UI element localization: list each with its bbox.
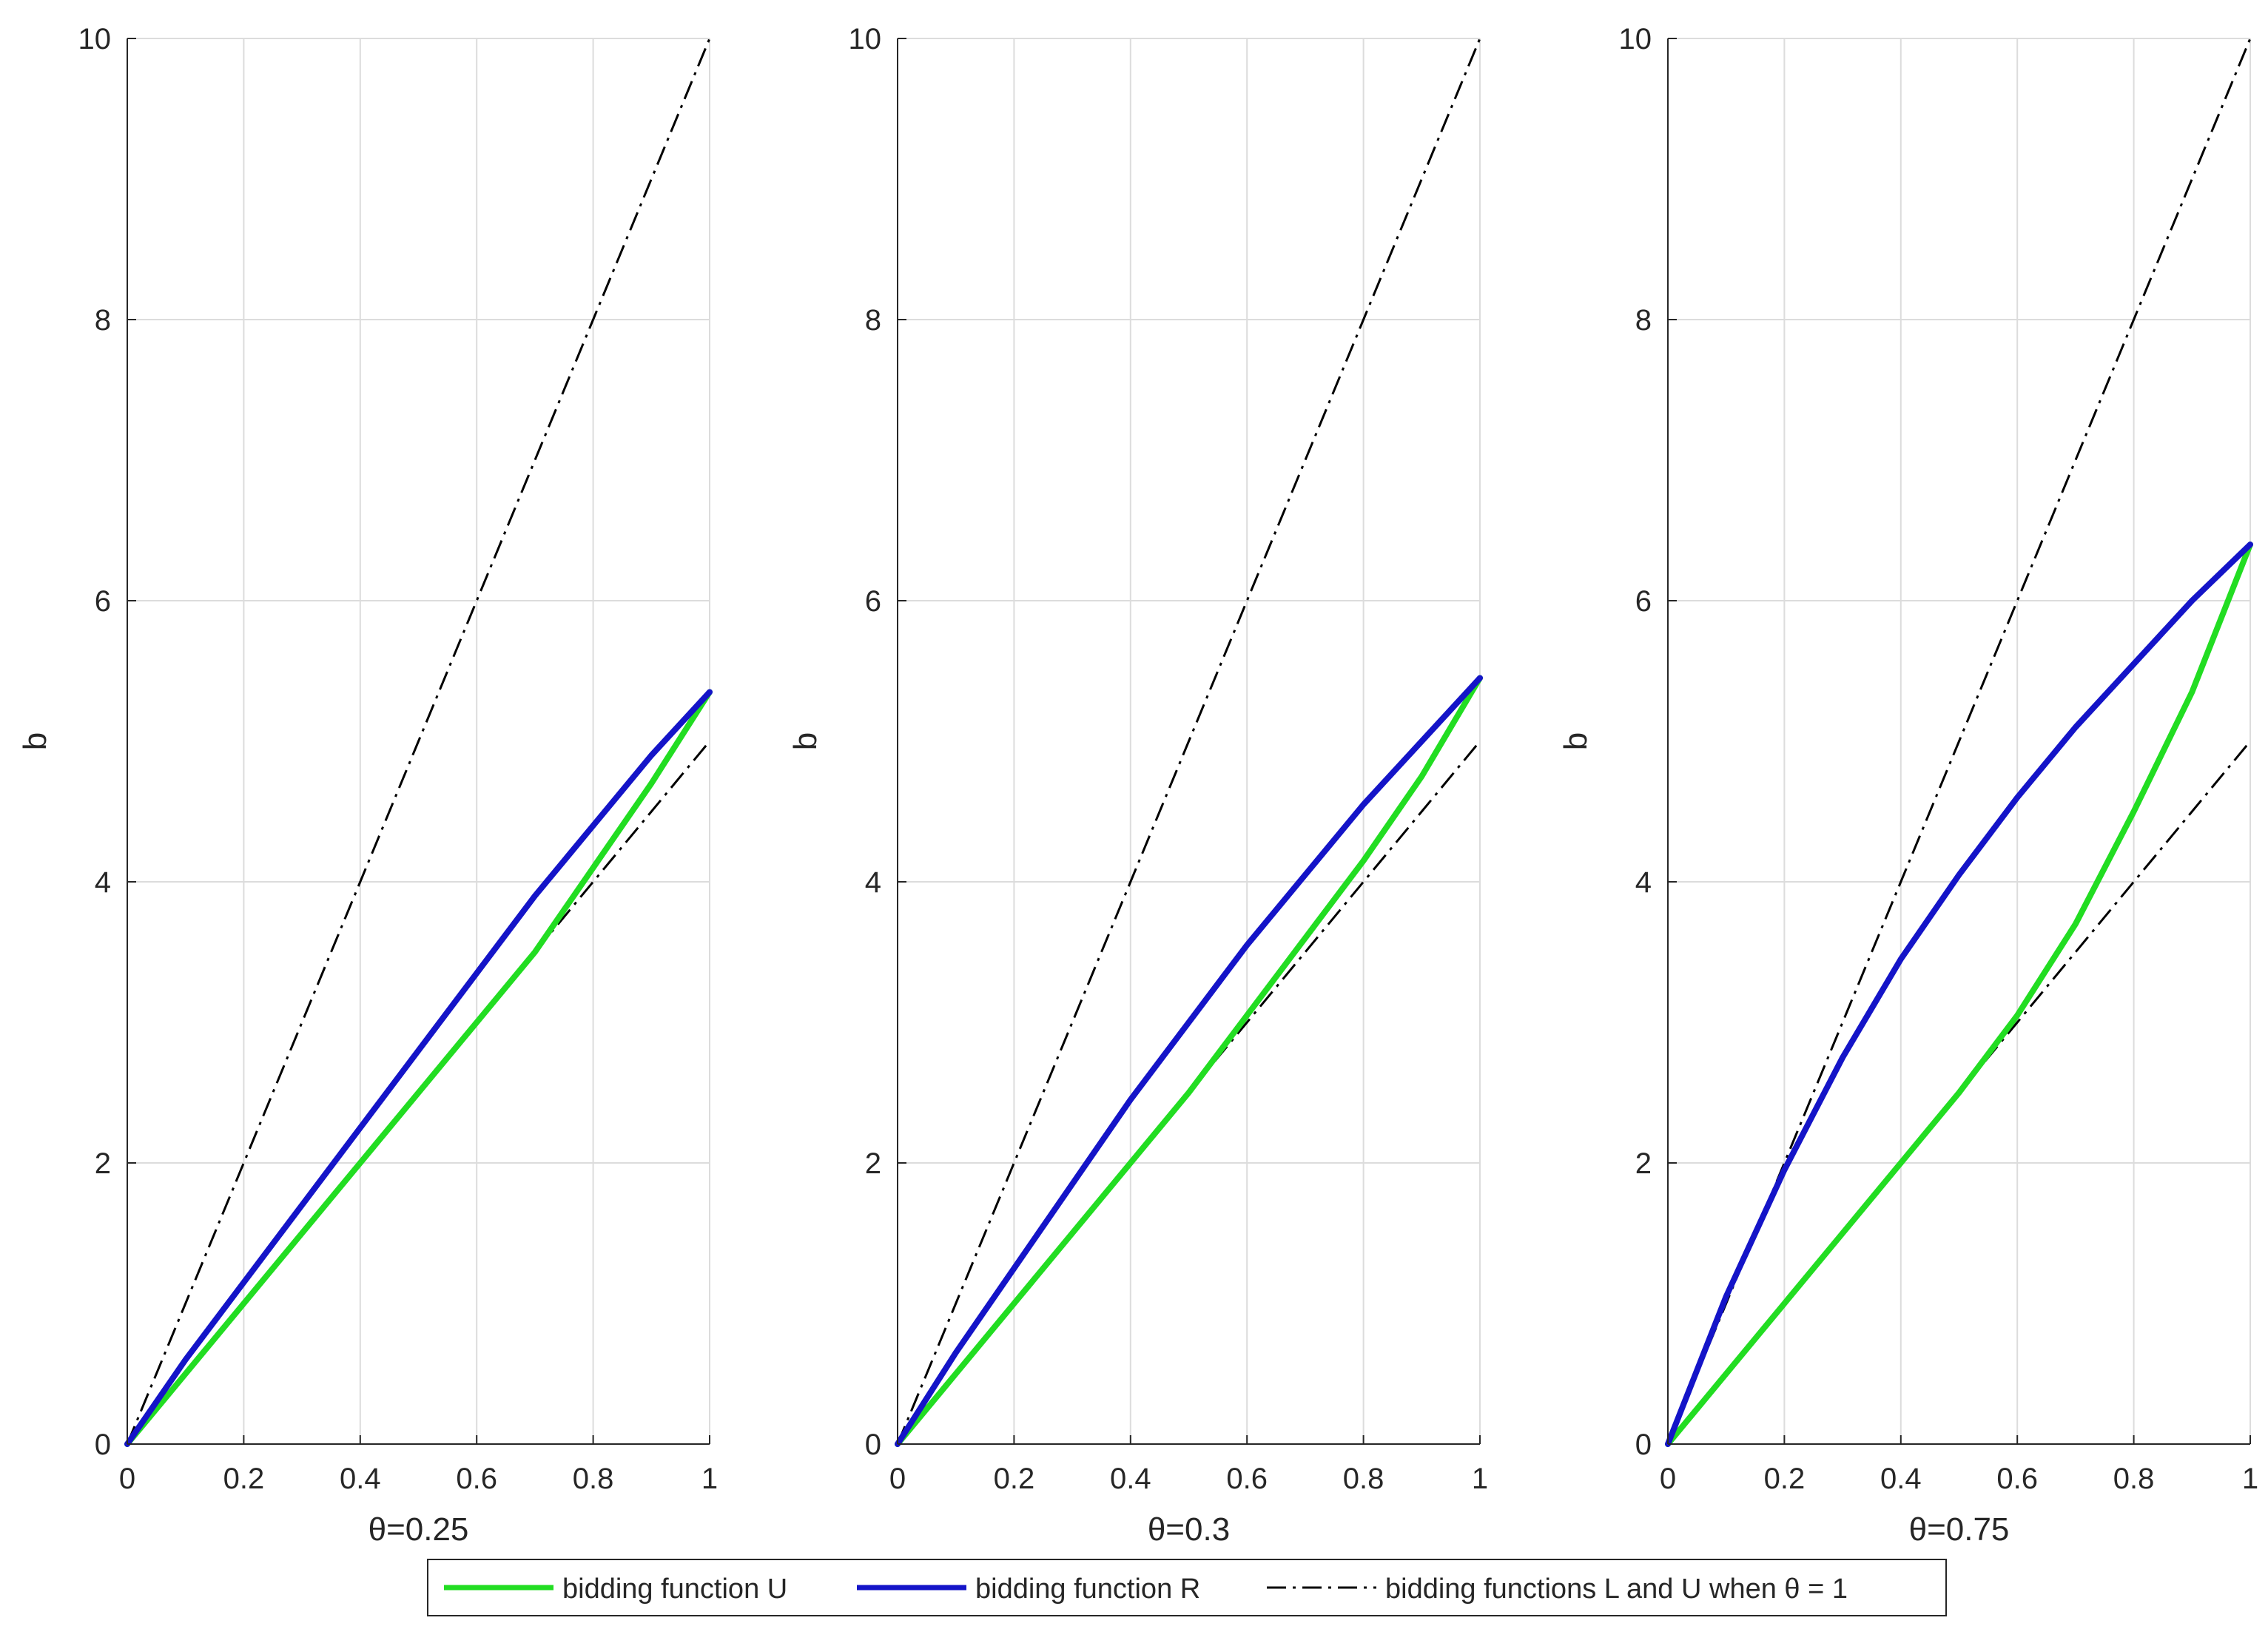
y-tick-label: 8: [865, 304, 881, 337]
series-line-0: [124, 689, 713, 1447]
x-tick-label: 0.2: [223, 1463, 265, 1495]
y-tick-label: 0: [95, 1429, 111, 1461]
y-tick-label: 8: [95, 304, 111, 337]
x-tick-label: 0.8: [1343, 1463, 1384, 1495]
x-tick-label: 1: [701, 1463, 718, 1495]
x-tick-label: 0.8: [573, 1463, 614, 1495]
y-tick-label: 4: [865, 866, 881, 899]
x-tick-label: 0.4: [340, 1463, 381, 1495]
y-tick-label: 0: [865, 1429, 881, 1461]
legend-box: [427, 1559, 1947, 1616]
x-axis-label: θ=0.3: [1148, 1511, 1230, 1548]
y-axis-label: b: [1558, 732, 1594, 750]
y-axis-label: b: [17, 732, 53, 750]
legend-label-u: bidding function U: [562, 1574, 787, 1605]
y-tick-label: 10: [1619, 23, 1652, 55]
x-tick-label: 0.2: [1764, 1463, 1806, 1495]
y-tick-label: 6: [1635, 585, 1652, 618]
series-line-0: [1665, 542, 2253, 1447]
legend-label-r: bidding function R: [975, 1574, 1200, 1605]
x-tick-label: 0.6: [456, 1463, 497, 1495]
series-line-1: [1665, 542, 2253, 1447]
y-tick-label: 10: [78, 23, 112, 55]
y-axis-label: b: [787, 732, 824, 750]
x-tick-label: 1: [2242, 1463, 2258, 1495]
y-tick-label: 4: [1635, 866, 1652, 899]
x-tick-label: 0: [1660, 1463, 1676, 1495]
y-tick-label: 2: [1635, 1147, 1652, 1180]
y-tick-label: 6: [95, 585, 111, 618]
x-tick-label: 0.4: [1110, 1463, 1151, 1495]
x-tick-label: 0.8: [2113, 1463, 2155, 1495]
series-line-1: [895, 675, 1483, 1447]
x-tick-label: 0: [889, 1463, 906, 1495]
series-line-2: [896, 38, 1481, 1445]
y-tick-label: 2: [865, 1147, 881, 1180]
y-tick-label: 6: [865, 585, 881, 618]
x-tick-label: 0: [119, 1463, 135, 1495]
x-tick-label: 0.4: [1880, 1463, 1922, 1495]
x-axis-label: θ=0.75: [1909, 1511, 2010, 1548]
y-tick-label: 10: [849, 23, 882, 55]
y-tick-label: 8: [1635, 304, 1652, 337]
legend: bidding function U bidding function R bi…: [427, 1559, 1947, 1616]
y-tick-label: 4: [95, 866, 111, 899]
x-tick-label: 0.6: [1996, 1463, 2038, 1495]
y-tick-label: 2: [95, 1147, 111, 1180]
y-tick-label: 0: [1635, 1429, 1652, 1461]
series-line-0: [895, 675, 1483, 1447]
x-tick-label: 0.2: [994, 1463, 1035, 1495]
series-line-1: [124, 689, 713, 1447]
series-line-2: [126, 38, 711, 1445]
x-axis-label: θ=0.25: [369, 1511, 469, 1548]
x-tick-label: 0.6: [1226, 1463, 1268, 1495]
legend-label-theta1: bidding functions L and U when θ = 1: [1385, 1574, 1848, 1605]
x-tick-label: 1: [1472, 1463, 1488, 1495]
